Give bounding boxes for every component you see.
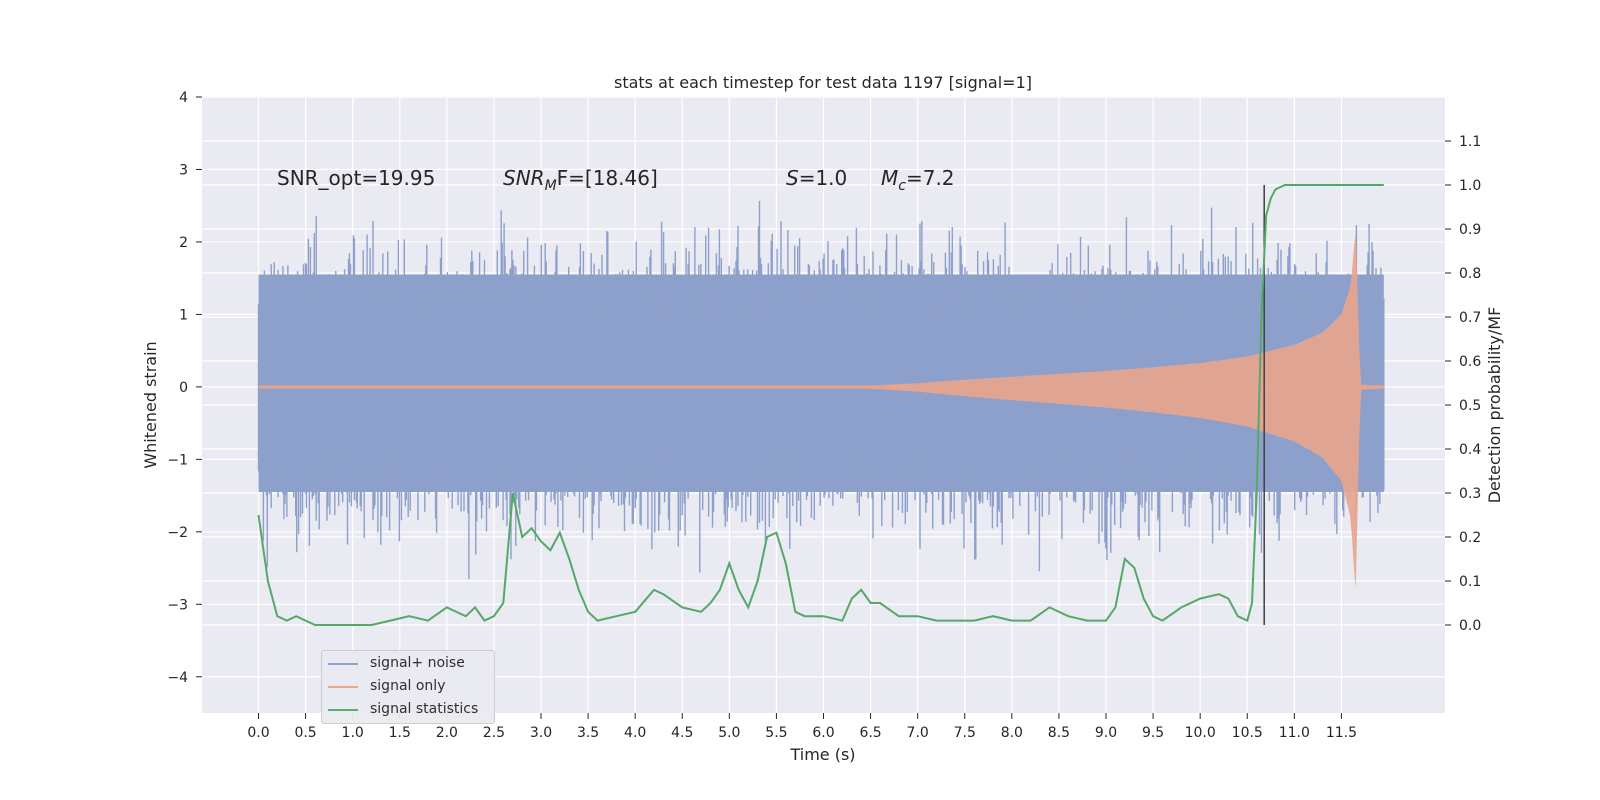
signal-series	[258, 231, 1384, 590]
mc-annotation: Mc=7.2	[881, 166, 955, 194]
y-tick-label-left: −1	[167, 452, 188, 468]
x-tick-label: 6.5	[859, 725, 881, 741]
y-tick-label-right: 0.1	[1459, 574, 1481, 590]
s-annotation: S=1.0	[786, 166, 847, 190]
stats-line	[257, 184, 1384, 626]
s-value: =1.0	[799, 166, 848, 190]
snr-mf-rest: F=[18.46]	[557, 166, 658, 190]
x-axis-label: Time (s)	[789, 745, 855, 764]
y-tick-label-right: 0.6	[1459, 354, 1481, 370]
x-tick-label: 5.0	[718, 725, 740, 741]
y-axis-label-left: Whitened strain	[141, 341, 160, 468]
legend-label-signal: signal only	[370, 678, 446, 694]
snr-mf-sub: M	[545, 178, 557, 194]
legend-item-signal: signal only	[322, 676, 494, 698]
x-tick-label: 7.0	[907, 725, 929, 741]
legend-swatch-signal	[328, 686, 358, 688]
snr-mf-main: SNR	[503, 166, 545, 190]
y-tick-label-left: −2	[167, 525, 188, 541]
legend-swatch-stats	[328, 709, 358, 711]
signal-envelope	[258, 231, 1384, 590]
x-ticks: 0.0 0.5 1.0 1.5 2.0 2.5 3.0 3.5 4.0 4.5 5.0 5.5 6.0 6…	[247, 713, 1357, 741]
x-tick-label: 2.0	[436, 725, 458, 741]
y-tick-label-left: −4	[167, 670, 188, 686]
legend-label-stats: signal statistics	[370, 701, 479, 717]
y-tick-label-right: 0.5	[1459, 398, 1481, 414]
x-tick-label: 0.0	[247, 725, 269, 741]
y-tick-label-right: 0.2	[1459, 530, 1481, 546]
x-tick-label: 9.0	[1095, 725, 1117, 741]
x-tick-label: 3.0	[530, 725, 552, 741]
x-tick-label: 10.0	[1185, 725, 1216, 741]
x-tick-label: 4.0	[624, 725, 646, 741]
y-ticks-right: 0.0 0.1 0.2 0.3 0.4 0.5 0.6 0.7 0.8 0.9 1.0 1.1	[1445, 134, 1481, 634]
y-tick-label-right: 0.3	[1459, 486, 1481, 502]
mc-label: M	[881, 166, 898, 190]
x-tick-label: 7.5	[954, 725, 976, 741]
x-tick-label: 6.0	[812, 725, 834, 741]
chart-title: stats at each timestep for test data 119…	[614, 73, 1032, 92]
snr-mf-annotation: SNRMF=[18.46]	[503, 166, 658, 194]
x-tick-label: 8.0	[1001, 725, 1023, 741]
y-tick-label-right: 1.1	[1459, 134, 1481, 150]
x-tick-label: 11.5	[1326, 725, 1357, 741]
legend-item-stats: signal statistics	[322, 699, 494, 721]
x-tick-label: 10.5	[1232, 725, 1263, 741]
x-tick-label: 2.5	[483, 725, 505, 741]
y-ticks-left: −4 −3 −2 −1 0 1 2 3 4	[167, 90, 202, 686]
legend-swatch-noise	[328, 663, 358, 665]
y-tick-label-left: 3	[179, 162, 188, 178]
s-label: S	[786, 166, 799, 190]
snr-opt-annotation: SNR_opt=19.95	[277, 166, 435, 190]
x-tick-label: 8.5	[1048, 725, 1070, 741]
y-tick-label-right: 0.8	[1459, 266, 1481, 282]
y-tick-label-left: 0	[179, 380, 188, 396]
y-tick-label-right: 0.4	[1459, 442, 1481, 458]
x-tick-label: 4.5	[671, 725, 693, 741]
y-tick-label-left: −3	[167, 597, 188, 613]
x-tick-label: 0.5	[294, 725, 316, 741]
legend-label-noise: signal+ noise	[370, 655, 465, 671]
y-tick-label-left: 1	[179, 307, 188, 323]
x-tick-label: 5.5	[765, 725, 787, 741]
y-tick-label-right: 0.9	[1459, 222, 1481, 238]
x-tick-label: 3.5	[577, 725, 599, 741]
legend-item-noise: signal+ noise	[322, 653, 494, 675]
y-tick-label-right: 1.0	[1459, 178, 1481, 194]
legend: signal+ noise signal only signal statist…	[321, 650, 495, 724]
x-tick-label: 11.0	[1279, 725, 1310, 741]
y-tick-label-right: 0.0	[1459, 618, 1481, 634]
mc-sub: c	[898, 178, 906, 194]
y-tick-label-left: 2	[179, 235, 188, 251]
y-tick-label-right: 0.7	[1459, 310, 1481, 326]
x-tick-label: 1.5	[389, 725, 411, 741]
mc-value: =7.2	[906, 166, 955, 190]
x-tick-label: 9.5	[1142, 725, 1164, 741]
y-tick-label-left: 4	[179, 90, 188, 106]
y-axis-label-right: Detection probability/MF	[1485, 307, 1504, 504]
stats-series	[257, 184, 1384, 626]
x-tick-label: 1.0	[342, 725, 364, 741]
